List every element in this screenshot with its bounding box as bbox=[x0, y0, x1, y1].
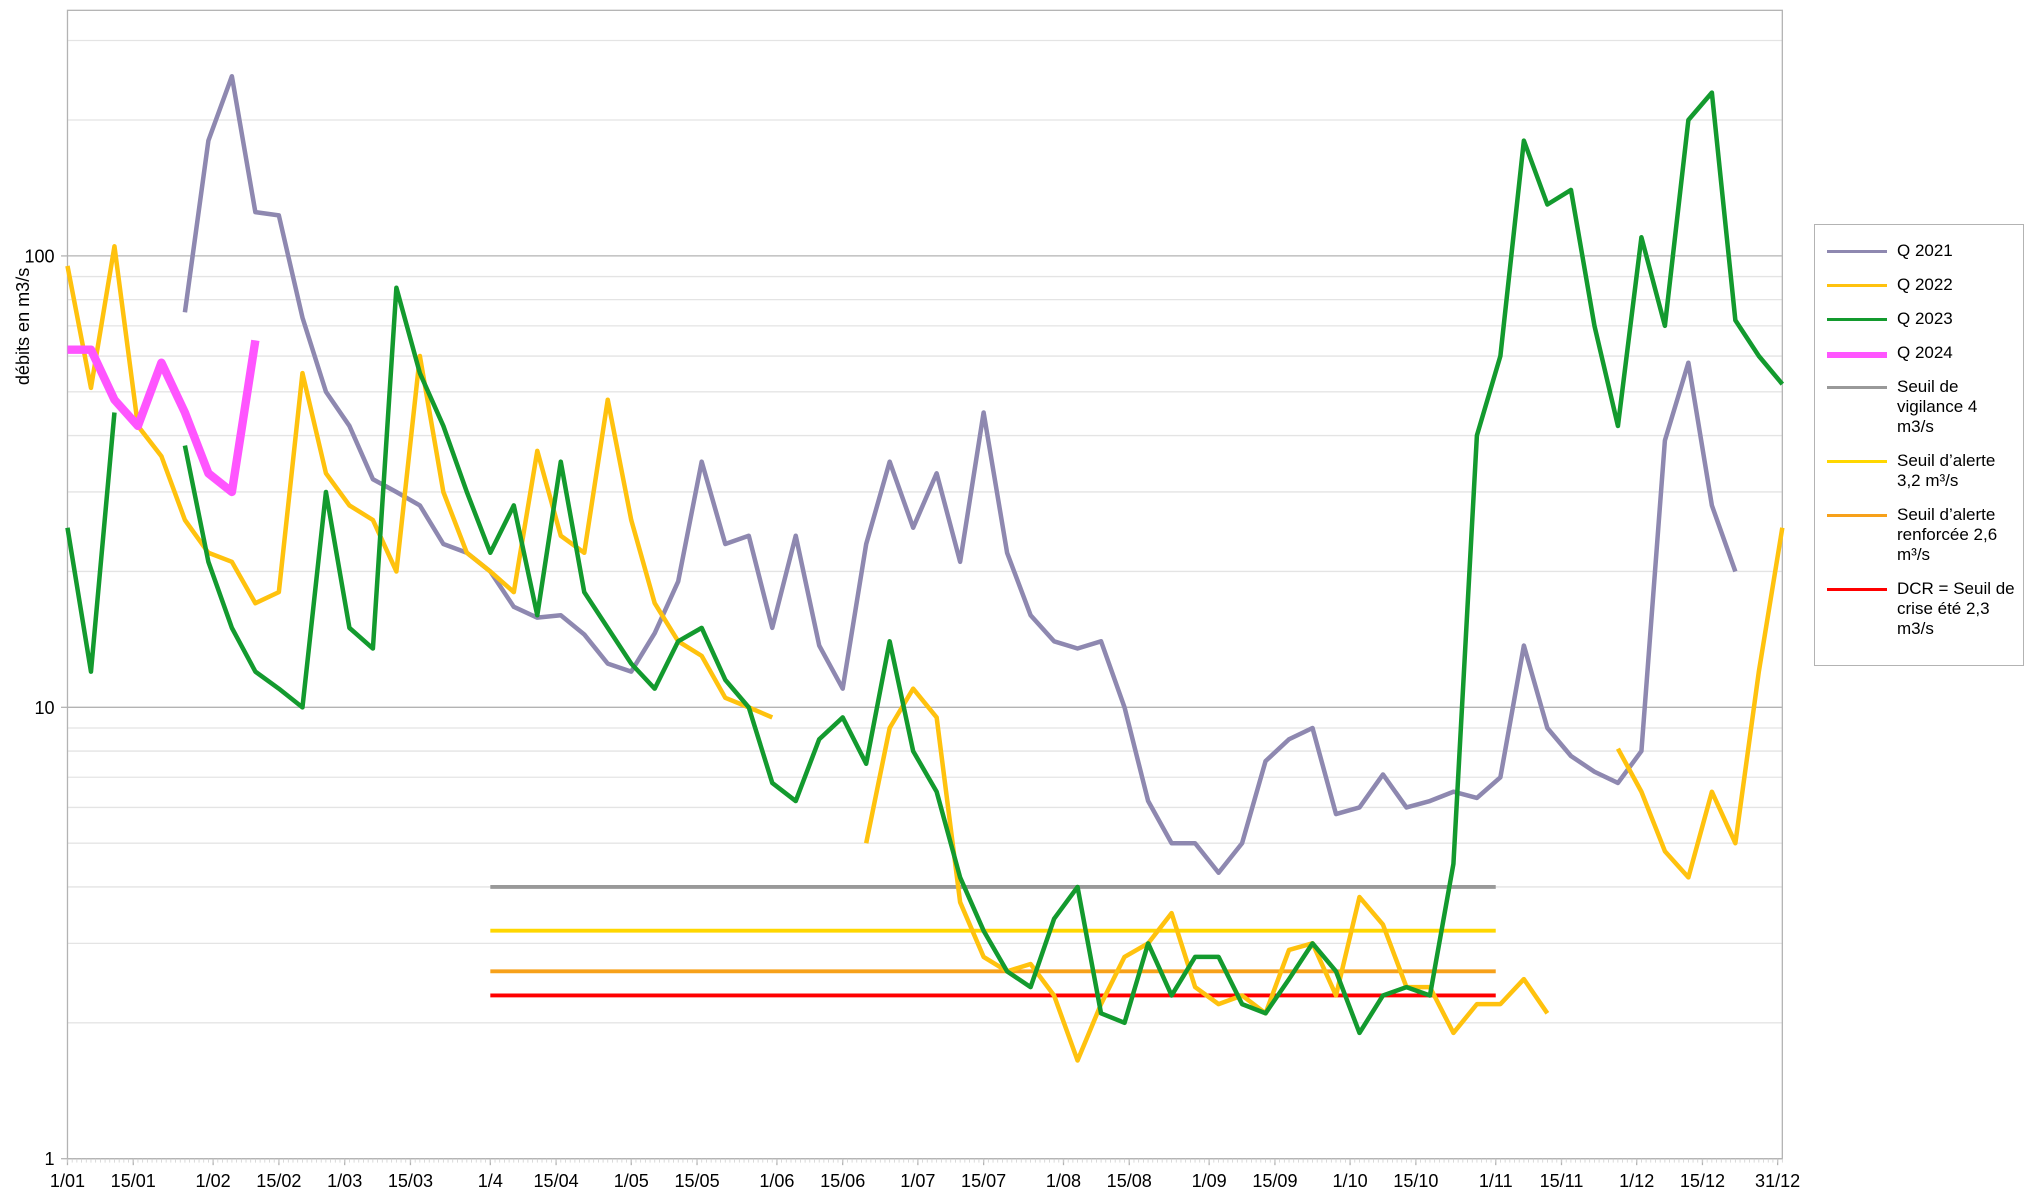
x-tick-label: 1/02 bbox=[196, 1171, 231, 1191]
legend-item: Q 2021 bbox=[1827, 241, 2015, 261]
legend-item: Q 2022 bbox=[1827, 275, 2015, 295]
x-tick-label: 15/04 bbox=[534, 1171, 579, 1191]
y-tick-label: 10 bbox=[35, 698, 55, 718]
legend-item: Seuil de vigilance 4 m3/s bbox=[1827, 377, 2015, 437]
x-tick-label: 15/08 bbox=[1107, 1171, 1152, 1191]
x-tick-label: 15/07 bbox=[961, 1171, 1006, 1191]
x-tick-label: 1/08 bbox=[1046, 1171, 1081, 1191]
x-tick-label: 1/09 bbox=[1192, 1171, 1227, 1191]
legend-item: DCR = Seuil de crise été 2,3 m3/s bbox=[1827, 579, 2015, 639]
x-tick-label: 15/02 bbox=[256, 1171, 301, 1191]
legend-swatch bbox=[1827, 514, 1887, 517]
x-tick-label: 31/12 bbox=[1755, 1171, 1800, 1191]
legend-item: Seuil d’alerte renforcée 2,6 m³/s bbox=[1827, 505, 2015, 565]
x-tick-label: 1/05 bbox=[614, 1171, 649, 1191]
legend-swatch bbox=[1827, 460, 1887, 463]
x-tick-label: 1/06 bbox=[759, 1171, 794, 1191]
legend-swatch bbox=[1827, 352, 1887, 358]
y-axis-label: débits en m3/s bbox=[13, 268, 33, 385]
x-tick-label: 15/09 bbox=[1252, 1171, 1297, 1191]
legend-label: DCR = Seuil de crise été 2,3 m3/s bbox=[1897, 579, 2015, 638]
legend-swatch bbox=[1827, 318, 1887, 321]
plot-frame bbox=[66, 9, 1783, 1160]
legend-label: Q 2024 bbox=[1897, 343, 1953, 362]
legend-item: Q 2023 bbox=[1827, 309, 2015, 329]
x-tick-label: 15/05 bbox=[674, 1171, 719, 1191]
x-tick-label: 15/12 bbox=[1680, 1171, 1725, 1191]
legend-swatch bbox=[1827, 250, 1887, 253]
legend-item: Q 2024 bbox=[1827, 343, 2015, 363]
series-line bbox=[65, 90, 1785, 1036]
series-line bbox=[65, 244, 1785, 1063]
legend-label: Q 2021 bbox=[1897, 241, 1953, 260]
x-tick-label: 1/11 bbox=[1479, 1171, 1513, 1191]
x-tick-label: 15/06 bbox=[820, 1171, 865, 1191]
legend-label: Q 2023 bbox=[1897, 309, 1953, 328]
legend-label: Q 2022 bbox=[1897, 275, 1953, 294]
legend-item: Seuil d’alerte 3,2 m³/s bbox=[1827, 451, 2015, 491]
legend: Q 2021 Q 2022 Q 2023 Q 2024 Seuil de vigilan… bbox=[1814, 224, 2024, 666]
y-tick-label: 1 bbox=[45, 1149, 55, 1169]
x-tick-label: 1/03 bbox=[327, 1171, 362, 1191]
y-tick-label: 100 bbox=[24, 246, 54, 266]
legend-label: Seuil d’alerte 3,2 m³/s bbox=[1897, 451, 1996, 490]
x-tick-label: 1/01 bbox=[50, 1171, 85, 1191]
x-tick-label: 15/03 bbox=[388, 1171, 433, 1191]
x-tick-label: 15/11 bbox=[1540, 1171, 1584, 1191]
legend-label: Seuil d’alerte renforcée 2,6 m³/s bbox=[1897, 505, 1998, 564]
legend-label: Seuil de vigilance 4 m3/s bbox=[1897, 377, 1978, 436]
x-tick-label: 1/10 bbox=[1333, 1171, 1368, 1191]
x-tick-label: 15/10 bbox=[1393, 1171, 1438, 1191]
x-tick-label: 1/12 bbox=[1619, 1171, 1654, 1191]
x-tick-label: 15/01 bbox=[111, 1171, 156, 1191]
legend-swatch bbox=[1827, 588, 1887, 591]
series-line bbox=[67, 339, 260, 497]
x-tick-label: 1/07 bbox=[900, 1171, 935, 1191]
x-tick-label: 1/4 bbox=[478, 1171, 503, 1191]
legend-swatch bbox=[1827, 386, 1887, 389]
legend-swatch bbox=[1827, 284, 1887, 287]
